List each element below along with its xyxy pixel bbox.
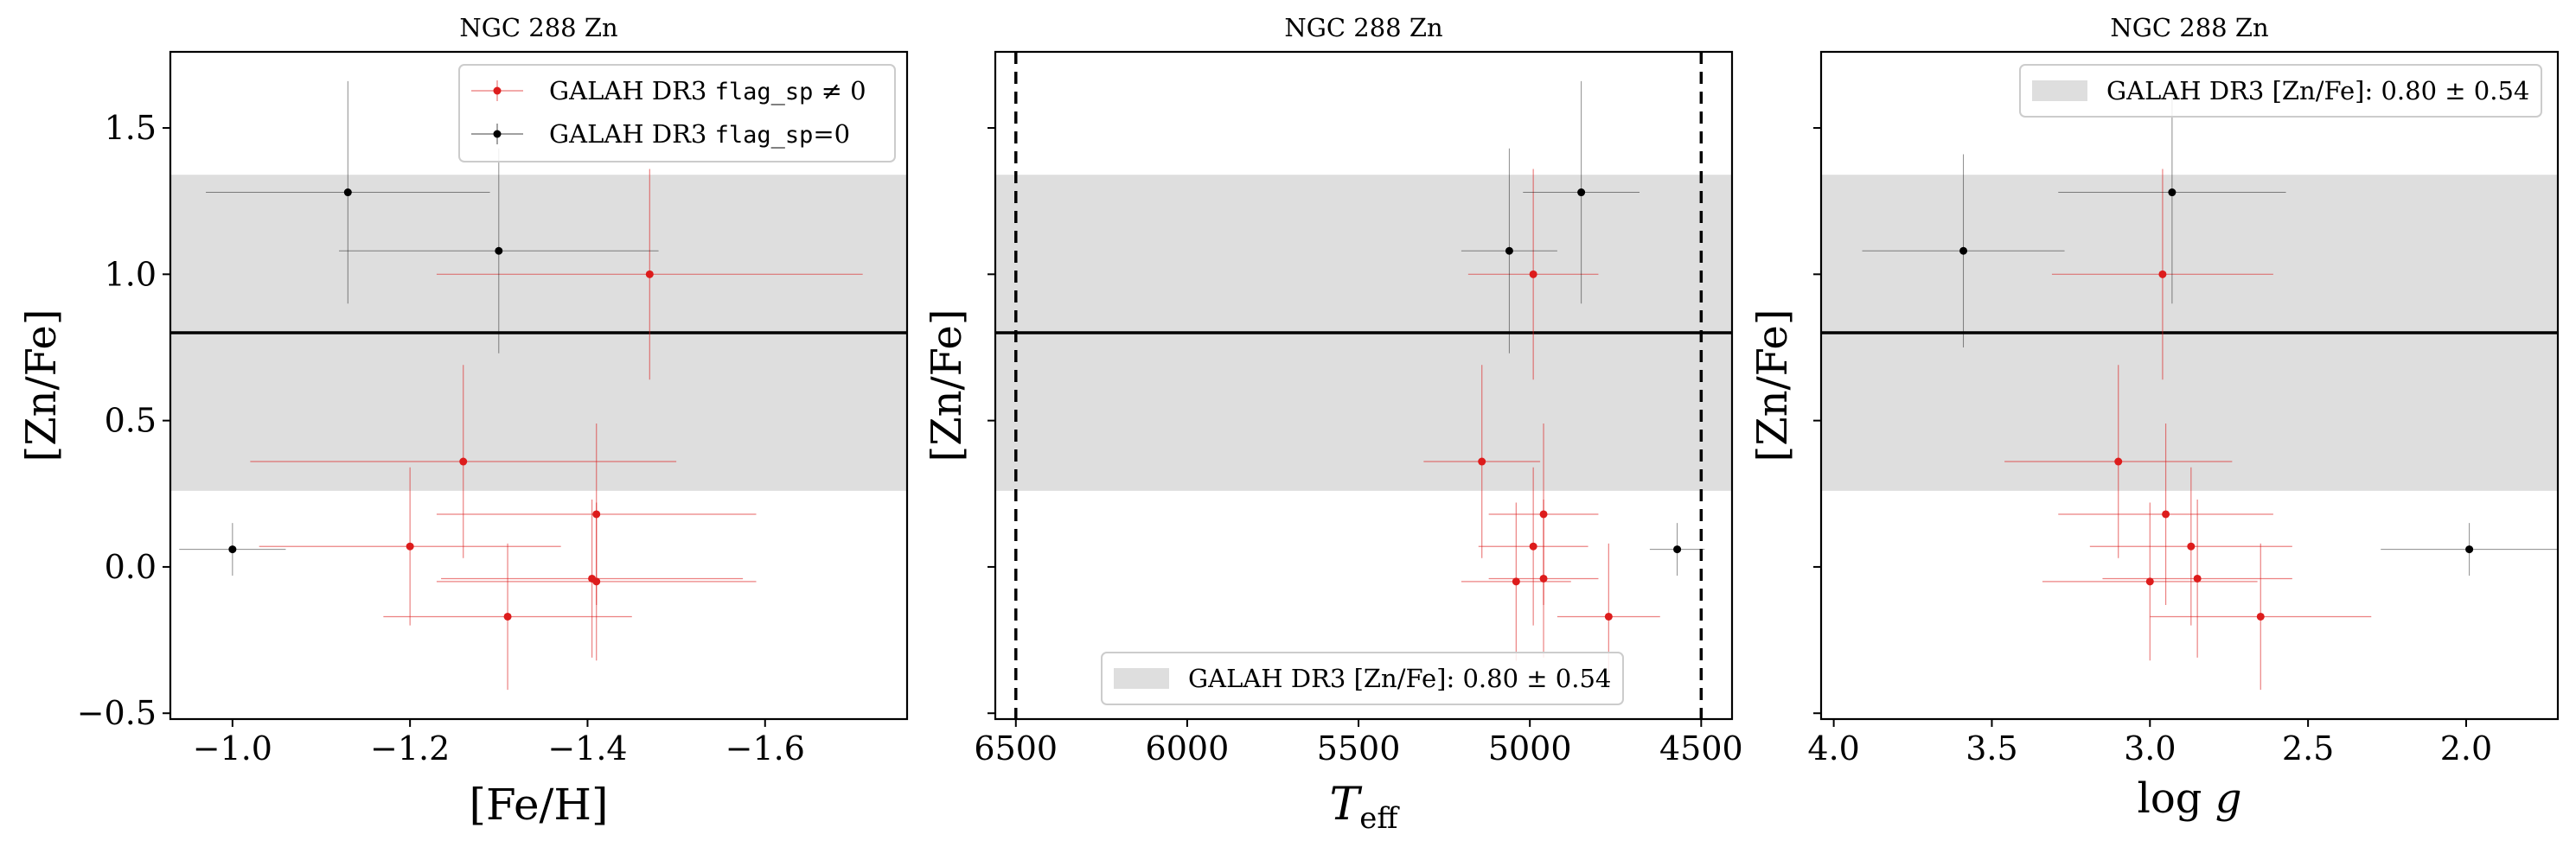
data-point [2187,542,2196,551]
legend: GALAH DR3 [Zn/Fe]: 0.80 ± 0.54 [1101,652,1624,705]
y-axis-label: [Zn/Fe] [17,309,66,462]
y-axis-label: [Zn/Fe] [923,309,971,462]
data-point [1478,457,1486,466]
legend-patch [1114,668,1169,689]
legend-frame [1101,652,1624,705]
plot-frame [994,50,1734,721]
panel-3: 4.0 3.5 3.0 2.5 2.0 NGC 288 Zn [Zn/Fe] log g GAL… [1748,13,2560,823]
data-point [1539,574,1548,583]
data-point [406,542,414,551]
data-point [2158,270,2167,278]
data-point [2162,510,2170,519]
y-tick-label: 0.5 [105,402,157,440]
x-tick-label: 2.0 [2440,729,2492,767]
x-tick-label: 6500 [974,729,1058,767]
data-point [1577,188,1586,197]
data-point [1959,246,1968,255]
data-point [1529,542,1537,551]
series-flag-zero [179,80,659,576]
series-flag-zero [1862,80,2558,576]
data-point [459,457,468,466]
data-point [343,188,352,197]
data-point [2465,545,2474,554]
y-tick-label: 1.0 [105,255,157,293]
legend-marker [493,130,502,138]
x-tick-label: 4500 [1659,729,1743,767]
x-tick-label: 5000 [1488,729,1572,767]
y-axis-label: [Zn/Fe] [1748,309,1797,462]
x-tick-label: −1.2 [370,729,450,767]
x-tick-label: −1.0 [193,729,272,767]
data-point [1512,577,1520,586]
legend-frame [2019,64,2542,118]
legend-label: GALAH DR3 [Zn/Fe]: 0.80 ± 0.54 [1188,664,1611,693]
series-flag-nonzero [1423,169,1660,691]
legend: GALAH DR3 [Zn/Fe]: 0.80 ± 0.54 [2019,64,2542,118]
data-point [2256,612,2265,621]
panel-1: −1.0 −1.2 −1.4 −1.6 −0.5 0.0 0.5 1.0 1.5 NGC 288 … [17,13,909,830]
y-tick-label: 1.5 [105,109,157,147]
series-flag-nonzero [2004,169,2372,691]
legend: GALAH DR3 flag_sp ≠ 0 GALAH DR3 flag_sp=0 [458,64,896,162]
data-point [592,577,601,586]
panel-title: NGC 288 Zn [459,13,617,42]
x-axis-label: Teff [1330,779,1401,836]
series-flag-nonzero [250,169,863,691]
y-tick-label: 0.0 [105,548,157,586]
legend-label: GALAH DR3 [Zn/Fe]: 0.80 ± 0.54 [2106,76,2529,105]
panel-title: NGC 288 Zn [1284,13,1442,42]
data-point [1604,612,1613,621]
y-tick-label: −0.5 [77,694,157,732]
data-point [503,612,512,621]
panel-2: 6500 6000 5500 5000 4500 NGC 288 Zn [Zn/Fe] Tef… [923,13,1743,836]
x-axis-label: [Fe/H] [469,780,608,830]
data-point [2193,574,2202,583]
x-axis-label: log g [2138,774,2242,823]
x-tick-label: 3.5 [1966,729,2017,767]
plot-frame [169,50,909,721]
legend-label: GALAH DR3 flag_sp=0 [549,119,850,149]
data-point [495,246,503,255]
panel-title: NGC 288 Zn [2110,13,2268,42]
data-point [1529,270,1537,278]
x-tick-label: 6000 [1146,729,1230,767]
x-tick-label: 4.0 [1807,729,1859,767]
data-point [2114,457,2123,466]
x-tick-label: 5500 [1317,729,1401,767]
x-tick-label: −1.6 [725,729,805,767]
data-point [2145,577,2154,586]
x-tick-label: −1.4 [547,729,627,767]
x-tick-label: 3.0 [2124,729,2176,767]
x-tick-label: 2.5 [2282,729,2334,767]
series-flag-zero [1461,80,1705,576]
data-point [645,270,654,278]
legend-marker [493,86,502,95]
legend-label: GALAH DR3 flag_sp ≠ 0 [549,76,866,105]
legend-frame [458,64,896,162]
legend-patch [2032,80,2087,101]
data-point [1505,246,1513,255]
data-point [228,545,237,554]
plot-frame [1819,50,2560,721]
data-point [2168,188,2176,197]
data-point [1673,545,1682,554]
